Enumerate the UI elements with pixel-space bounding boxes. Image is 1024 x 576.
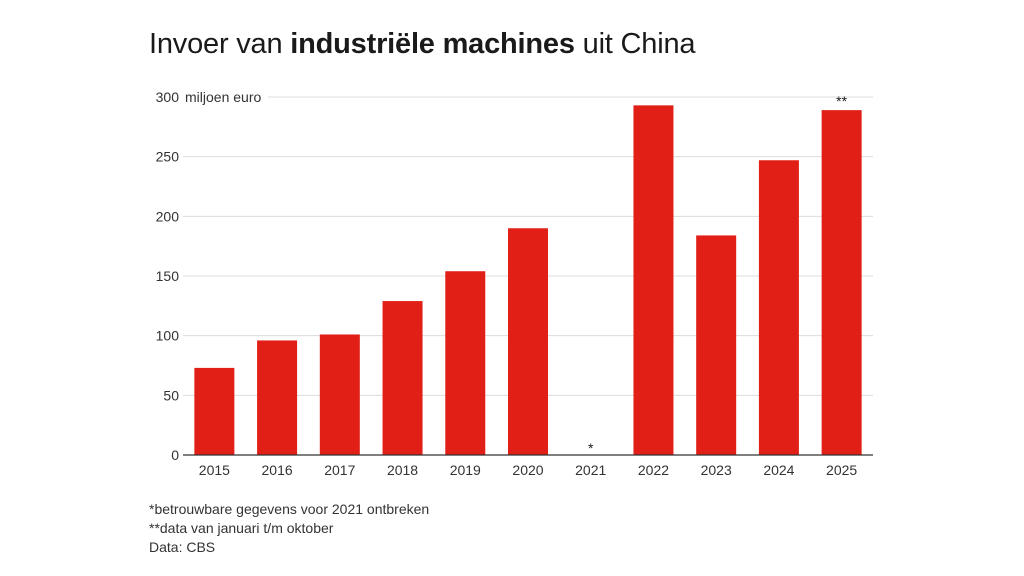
bar-2023	[696, 235, 737, 455]
x-tick-label: 2024	[763, 462, 794, 478]
x-tick-label: 2020	[512, 462, 543, 478]
x-tick-label: 2018	[387, 462, 418, 478]
x-tick-label: 2019	[450, 462, 481, 478]
annotation-2025: **	[836, 93, 847, 109]
bar-2024	[758, 160, 799, 455]
y-tick-label: 0	[171, 447, 179, 463]
x-tick-label: 2021	[575, 462, 606, 478]
bar-2019	[445, 271, 486, 455]
bar-2022	[633, 105, 674, 455]
y-tick-label: 150	[156, 268, 180, 284]
chart-title: Invoer van industriële machines uit Chin…	[149, 26, 695, 62]
footnote-missing-data: *betrouwbare gegevens voor 2021 ontbreke…	[149, 501, 430, 517]
bar-2015	[194, 367, 235, 455]
x-tick-label: 2017	[324, 462, 355, 478]
bar-2017	[319, 334, 360, 455]
x-tick-label: 2015	[199, 462, 230, 478]
y-tick-label: 200	[156, 208, 180, 224]
x-tick-label: 2016	[262, 462, 293, 478]
title-bold: industriële machines	[290, 28, 575, 60]
source-note: Data: CBS	[149, 539, 216, 555]
x-tick-label: 2022	[638, 462, 669, 478]
y-axis-label: miljoen euro	[185, 89, 261, 105]
y-tick-label: 100	[156, 328, 180, 344]
title-suffix: uit China	[574, 28, 696, 60]
bar-chart: 0 50 100 150 200 250 300 miljoen euro 2015 2016 20…	[156, 89, 873, 478]
bar-2020	[508, 228, 548, 455]
bar-2016	[257, 340, 298, 455]
bar-2018	[382, 301, 423, 455]
annotation-2021: *	[588, 440, 594, 456]
title-prefix: Invoer van	[149, 28, 291, 60]
x-tick-label: 2023	[701, 462, 732, 478]
x-tick-label: 2025	[826, 462, 857, 478]
y-tick-label: 50	[163, 387, 179, 403]
bar-2025	[821, 110, 862, 456]
y-tick-label: 250	[156, 149, 180, 165]
y-tick-label: 300	[156, 89, 180, 105]
footnote-partial-year: **data van januari t/m oktober	[149, 520, 334, 536]
